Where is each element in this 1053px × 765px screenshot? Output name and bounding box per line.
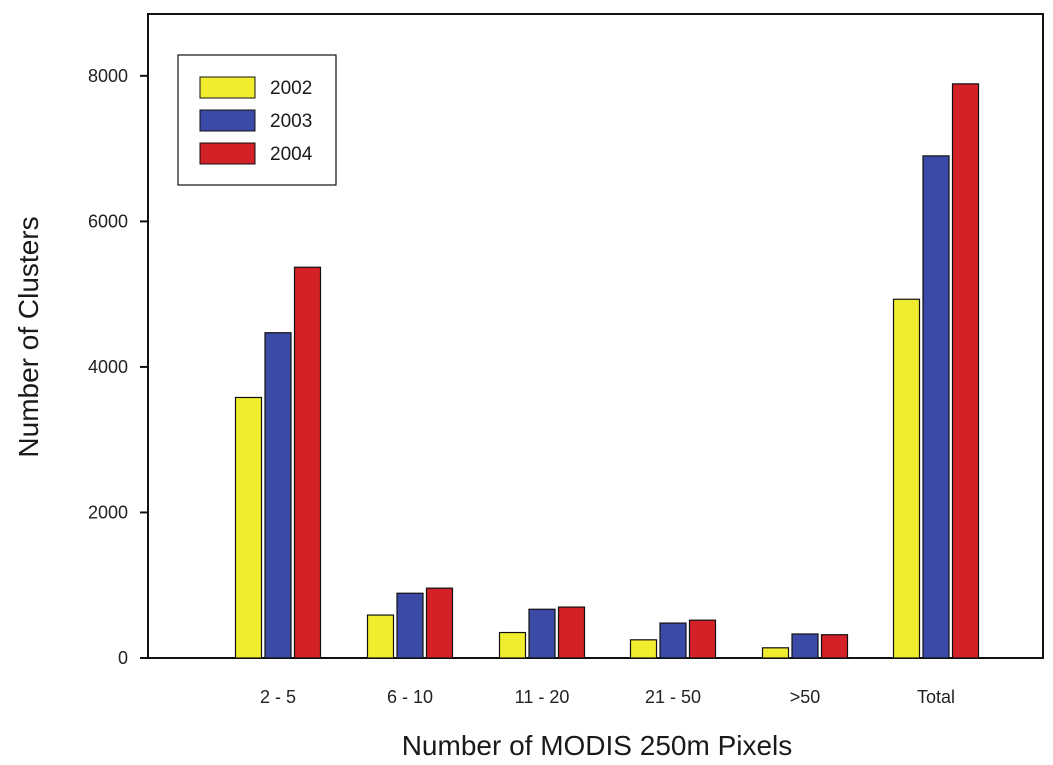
y-tick-label: 2000 bbox=[88, 502, 128, 522]
bar-2004-4 bbox=[820, 634, 849, 659]
bar-2003-1 bbox=[396, 592, 424, 659]
x-tick-label: >50 bbox=[790, 687, 821, 707]
bar-2003-0 bbox=[264, 332, 292, 659]
x-tick-label: 6 - 10 bbox=[387, 687, 433, 707]
bar-2004-2 bbox=[557, 606, 586, 659]
legend: 2002 2003 2004 bbox=[177, 54, 337, 186]
plot-frame bbox=[147, 13, 1044, 659]
legend-label-2004: 2004 bbox=[270, 144, 313, 165]
legend-label-2002: 2002 bbox=[270, 78, 312, 99]
x-tick-label: 21 - 50 bbox=[645, 687, 701, 707]
y-axis-ticks: 0 2000 4000 6000 8000 bbox=[88, 66, 148, 668]
plot-border bbox=[147, 13, 1044, 659]
legend-swatch-2004 bbox=[199, 142, 256, 165]
y-tick-label: 8000 bbox=[88, 66, 128, 86]
bar-2004-3 bbox=[688, 619, 717, 659]
bar-2004-0 bbox=[293, 266, 322, 659]
bar-2003-5 bbox=[922, 155, 950, 659]
bar-2004-5 bbox=[951, 83, 980, 659]
y-axis-title: Number of Clusters bbox=[13, 216, 44, 457]
bar-2002-3 bbox=[629, 639, 658, 659]
legend-swatch-2002 bbox=[199, 76, 256, 99]
bar-2003-4 bbox=[791, 633, 819, 659]
y-tick-label: 4000 bbox=[88, 357, 128, 377]
legend-label-2003: 2003 bbox=[270, 111, 312, 132]
bar-2004-1 bbox=[425, 587, 454, 659]
legend-swatch-2003 bbox=[199, 109, 256, 132]
bars-group bbox=[234, 83, 980, 659]
bar-2002-1 bbox=[366, 614, 395, 659]
x-axis-ticks: 2 - 5 6 - 10 11 - 20 21 - 50 >50 Total bbox=[260, 687, 955, 707]
bar-2002-0 bbox=[234, 396, 263, 659]
x-tick-label: 11 - 20 bbox=[515, 687, 570, 707]
bar-2002-2 bbox=[498, 631, 527, 659]
bar-2002-4 bbox=[761, 647, 790, 659]
x-tick-label: 2 - 5 bbox=[260, 687, 296, 707]
bar-2002-5 bbox=[892, 298, 921, 659]
bar-2003-2 bbox=[528, 608, 556, 659]
y-tick-label: 6000 bbox=[88, 211, 128, 231]
x-axis-title: Number of MODIS 250m Pixels bbox=[402, 730, 793, 761]
x-tick-label: Total bbox=[917, 687, 955, 707]
y-tick-label: 0 bbox=[118, 648, 128, 668]
bar-2003-3 bbox=[659, 622, 687, 659]
